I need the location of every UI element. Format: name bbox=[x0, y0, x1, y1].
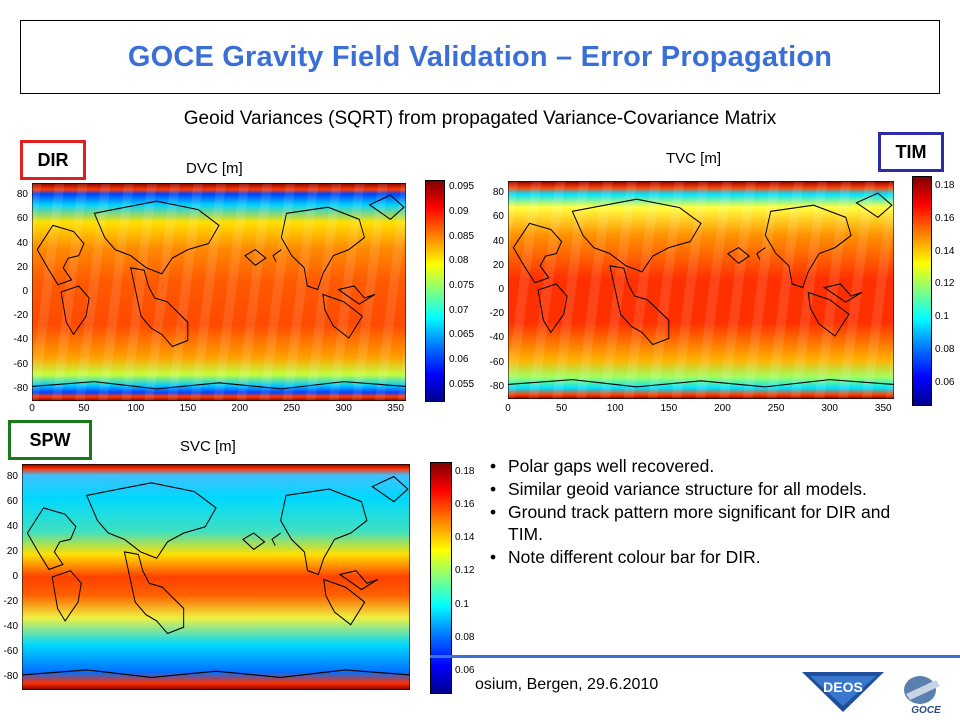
deos-logo: DEOS bbox=[802, 672, 884, 712]
dvc-title: DVC [m] bbox=[186, 160, 243, 177]
tvc-title: TVC [m] bbox=[666, 150, 721, 167]
x-tick-label: 300 bbox=[821, 403, 838, 414]
svg-text:GOCE: GOCE bbox=[911, 705, 941, 716]
footer-text: osium, Bergen, 29.6.2010 bbox=[475, 676, 659, 693]
colorbar-tick-label: 0.07 bbox=[449, 304, 469, 316]
y-tick-label: 40 bbox=[16, 237, 28, 249]
x-tick-label: 250 bbox=[767, 403, 785, 414]
colorbar-tick-label: 0.065 bbox=[449, 329, 475, 341]
x-tick-label: 200 bbox=[714, 403, 731, 414]
colorbar-tick-label: 0.095 bbox=[449, 181, 475, 193]
x-tick-label: 50 bbox=[78, 403, 90, 414]
bullet-item: Polar gaps well recovered. bbox=[486, 455, 916, 477]
goce-logo: GOCE bbox=[904, 676, 941, 716]
y-tick-label: 20 bbox=[16, 261, 28, 273]
x-tick-label: 150 bbox=[660, 403, 678, 414]
colorbar-tick-label: 0.14 bbox=[935, 245, 955, 257]
y-tick-label: 60 bbox=[6, 495, 18, 507]
tag-tim: TIM bbox=[878, 132, 944, 172]
y-tick-label: -20 bbox=[3, 596, 18, 608]
colorbar-tick-label: 0.18 bbox=[455, 465, 475, 477]
svc-colorbar bbox=[430, 462, 452, 694]
y-tick-label: 20 bbox=[492, 259, 504, 271]
colorbar-tick-label: 0.075 bbox=[449, 280, 475, 292]
x-tick-label: 150 bbox=[179, 403, 197, 414]
y-tick-label: -60 bbox=[3, 646, 18, 658]
bullet-item: Note different colour bar for DIR. bbox=[486, 546, 916, 568]
dvc-colorbar bbox=[425, 180, 445, 402]
colorbar-tick-label: 0.08 bbox=[455, 631, 475, 643]
svc-title: SVC [m] bbox=[180, 438, 236, 455]
colorbar-tick-label: 0.16 bbox=[935, 212, 955, 224]
y-tick-label: -20 bbox=[489, 308, 504, 320]
colorbar-tick-label: 0.16 bbox=[455, 499, 475, 511]
x-tick-label: 300 bbox=[335, 403, 352, 414]
x-tick-label: 100 bbox=[606, 403, 624, 414]
y-tick-label: -60 bbox=[489, 356, 504, 368]
tag-dir: DIR bbox=[20, 140, 86, 180]
x-tick-label: 100 bbox=[127, 403, 145, 414]
y-tick-label: 60 bbox=[16, 213, 28, 225]
x-tick-label: 250 bbox=[283, 403, 301, 414]
x-tick-label: 50 bbox=[556, 403, 568, 414]
y-tick-label: -80 bbox=[3, 671, 18, 683]
colorbar-tick-label: 0.055 bbox=[449, 378, 475, 390]
y-tick-label: 80 bbox=[6, 470, 18, 482]
y-tick-label: 60 bbox=[492, 211, 504, 223]
footer-divider bbox=[430, 655, 960, 658]
colorbar-tick-label: 0.1 bbox=[935, 311, 949, 323]
colorbar-tick-label: 0.18 bbox=[935, 179, 955, 191]
y-tick-label: 40 bbox=[6, 520, 18, 532]
slide-title: GOCE Gravity Field Validation – Error Pr… bbox=[127, 40, 833, 73]
colorbar-tick-label: 0.14 bbox=[455, 532, 475, 544]
tvc-colorbar bbox=[912, 176, 932, 406]
dvc-map bbox=[32, 183, 406, 401]
y-tick-label: 80 bbox=[492, 187, 504, 199]
y-tick-label: -40 bbox=[489, 332, 504, 344]
bullet-list: Polar gaps well recovered. Similar geoid… bbox=[486, 455, 916, 569]
y-tick-label: 80 bbox=[16, 189, 28, 201]
colorbar-tick-label: 0.085 bbox=[449, 230, 475, 242]
y-tick-label: -60 bbox=[13, 358, 28, 370]
y-tick-label: 40 bbox=[492, 235, 504, 247]
title-box: GOCE Gravity Field Validation – Error Pr… bbox=[20, 20, 940, 94]
x-tick-label: 0 bbox=[29, 403, 35, 414]
colorbar-tick-label: 0.08 bbox=[449, 255, 469, 267]
x-tick-label: 350 bbox=[387, 403, 404, 414]
colorbar-tick-label: 0.06 bbox=[455, 664, 475, 676]
svc-map bbox=[22, 464, 410, 690]
svg-text:DEOS: DEOS bbox=[823, 679, 863, 695]
y-tick-label: -20 bbox=[13, 310, 28, 322]
colorbar-tick-label: 0.12 bbox=[935, 278, 955, 290]
colorbar-tick-label: 0.08 bbox=[935, 344, 955, 356]
colorbar-tick-label: 0.12 bbox=[455, 565, 475, 577]
y-tick-label: -40 bbox=[3, 621, 18, 633]
y-tick-label: 0 bbox=[498, 284, 504, 295]
colorbar-tick-label: 0.06 bbox=[449, 354, 469, 366]
colorbar-tick-label: 0.09 bbox=[449, 206, 469, 218]
x-tick-label: 350 bbox=[874, 403, 892, 414]
slide-subtitle: Geoid Variances (SQRT) from propagated V… bbox=[183, 108, 777, 129]
y-tick-label: -80 bbox=[489, 380, 504, 392]
y-tick-label: 20 bbox=[6, 545, 18, 557]
x-tick-label: 200 bbox=[231, 403, 249, 414]
x-tick-label: 0 bbox=[505, 403, 511, 414]
y-tick-label: -40 bbox=[13, 334, 28, 346]
colorbar-tick-label: 0.06 bbox=[935, 377, 955, 388]
colorbar-tick-label: 0.1 bbox=[455, 598, 469, 610]
bullet-item: Similar geoid variance structure for all… bbox=[486, 478, 916, 500]
y-tick-label: 0 bbox=[22, 286, 28, 297]
y-tick-label: -80 bbox=[13, 382, 28, 394]
y-tick-label: 0 bbox=[12, 571, 18, 582]
bullet-item: Ground track pattern more significant fo… bbox=[486, 501, 916, 545]
tag-spw: SPW bbox=[8, 420, 92, 460]
tvc-map bbox=[508, 181, 894, 399]
